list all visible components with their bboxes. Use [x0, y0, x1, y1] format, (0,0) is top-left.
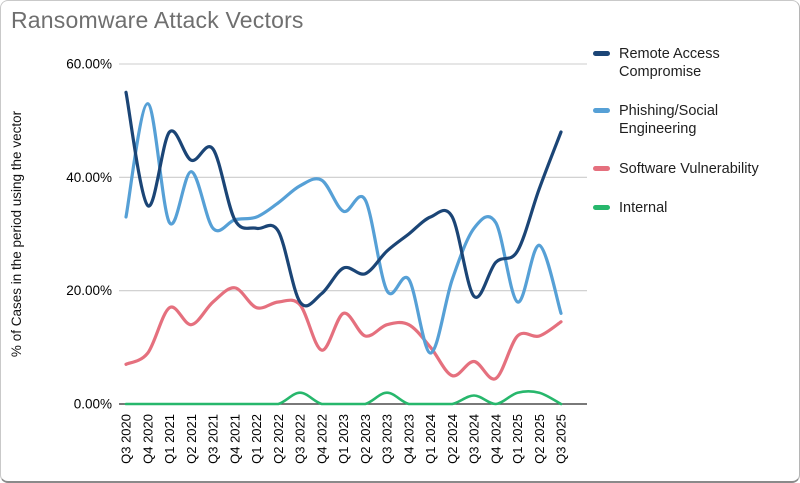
legend-label: Internal: [619, 199, 668, 216]
legend-swatch-icon: [593, 51, 610, 56]
x-tick-label: Q2 2025: [532, 414, 547, 464]
legend-swatch-icon: [593, 204, 610, 210]
legend: Remote Access Compromise Phishing/Social …: [593, 45, 791, 217]
x-tick-label: Q3 2024: [467, 414, 482, 464]
x-tick-label: Q2 2024: [445, 414, 460, 464]
x-tick-label: Q2 2022: [271, 414, 286, 464]
x-tick-label: Q1 2022: [249, 414, 264, 464]
x-tick-label: Q4 2023: [401, 414, 416, 464]
y-tick-label: 0.00%: [74, 397, 112, 412]
legend-label: Remote Access Compromise: [619, 46, 720, 81]
x-tick-label: Q4 2021: [227, 414, 242, 464]
legend-label: Software Vulnerability: [619, 160, 759, 177]
legend-swatch-icon: [593, 108, 610, 114]
legend-item[interactable]: Software Vulnerability: [593, 160, 791, 178]
x-tick-label: Q1 2023: [336, 414, 351, 464]
x-tick-label: Q3 2023: [380, 414, 395, 464]
x-tick-label: Q3 2022: [293, 414, 308, 464]
y-tick-label: 40.00%: [66, 170, 112, 185]
x-tick-label: Q1 2024: [423, 414, 438, 464]
legend-item[interactable]: Remote Access Compromise: [593, 45, 791, 81]
y-tick-label: 20.00%: [66, 283, 112, 298]
x-tick-label: Q3 2025: [554, 414, 569, 464]
x-tick-label: Q3 2021: [206, 414, 221, 464]
x-tick-label: Q3 2020: [119, 414, 134, 464]
x-tick-label: Q2 2021: [184, 414, 199, 464]
chart-title: Ransomware Attack Vectors: [11, 7, 304, 33]
x-tick-label: Q4 2024: [488, 414, 503, 464]
series-line-software-vulnerability: [124, 286, 563, 381]
series-line-remote-access-compromise: [124, 90, 563, 308]
legend-label: Phishing/Social Engineering: [619, 103, 719, 138]
x-tick-label: Q4 2022: [314, 414, 329, 464]
x-tick-label: Q2 2023: [358, 414, 373, 464]
series-line-internal: [124, 389, 563, 406]
x-tick-label: Q1 2025: [510, 414, 525, 464]
y-tick-label: 60.00%: [66, 57, 112, 72]
legend-item[interactable]: Phishing/Social Engineering: [593, 102, 791, 138]
x-tick-label: Q4 2020: [140, 414, 155, 464]
series-line-phishing-social-engineering: [124, 102, 563, 355]
legend-item[interactable]: Internal: [593, 199, 791, 217]
x-tick-label: Q1 2021: [162, 414, 177, 464]
y-axis-title: % of Cases in the period using the vecto…: [9, 110, 24, 357]
legend-swatch-icon: [593, 165, 610, 171]
